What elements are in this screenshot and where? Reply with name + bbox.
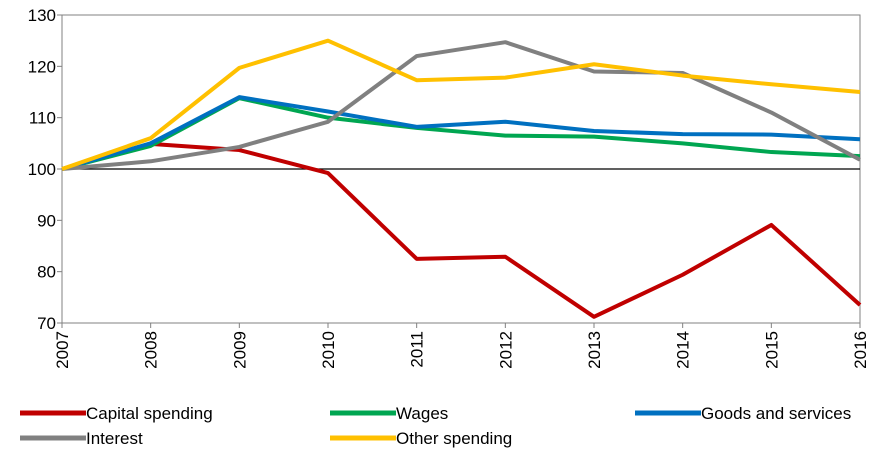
x-tick-label: 2007 <box>53 331 72 369</box>
series-line <box>61 95 861 171</box>
x-tick-label: 2013 <box>585 331 604 369</box>
legend-label: Goods and services <box>701 404 851 423</box>
y-tick-label: 100 <box>28 160 56 179</box>
y-tick-label: 90 <box>37 211 56 230</box>
y-tick-label: 70 <box>37 314 56 333</box>
series-line <box>61 40 861 171</box>
legend-label: Interest <box>86 429 143 448</box>
legend-label: Wages <box>396 404 448 423</box>
x-tick-label: 2011 <box>408 331 427 368</box>
y-tick-label: 110 <box>29 109 56 128</box>
x-tick-label: 2010 <box>319 331 338 369</box>
x-tick-label: 2015 <box>762 331 781 369</box>
series-line <box>61 38 861 171</box>
y-tick-label: 120 <box>28 57 56 76</box>
x-tick-label: 2016 <box>851 331 870 369</box>
x-tick-label: 2012 <box>496 331 515 369</box>
x-tick-label: 2008 <box>142 331 161 369</box>
y-tick-label: 80 <box>37 263 56 282</box>
legend-label: Other spending <box>396 429 512 448</box>
x-tick-label: 2014 <box>674 331 693 369</box>
y-tick-label: 130 <box>28 6 56 25</box>
x-tick-label: 2009 <box>230 331 249 369</box>
legend-label: Capital spending <box>86 404 213 423</box>
series-line <box>61 141 862 319</box>
